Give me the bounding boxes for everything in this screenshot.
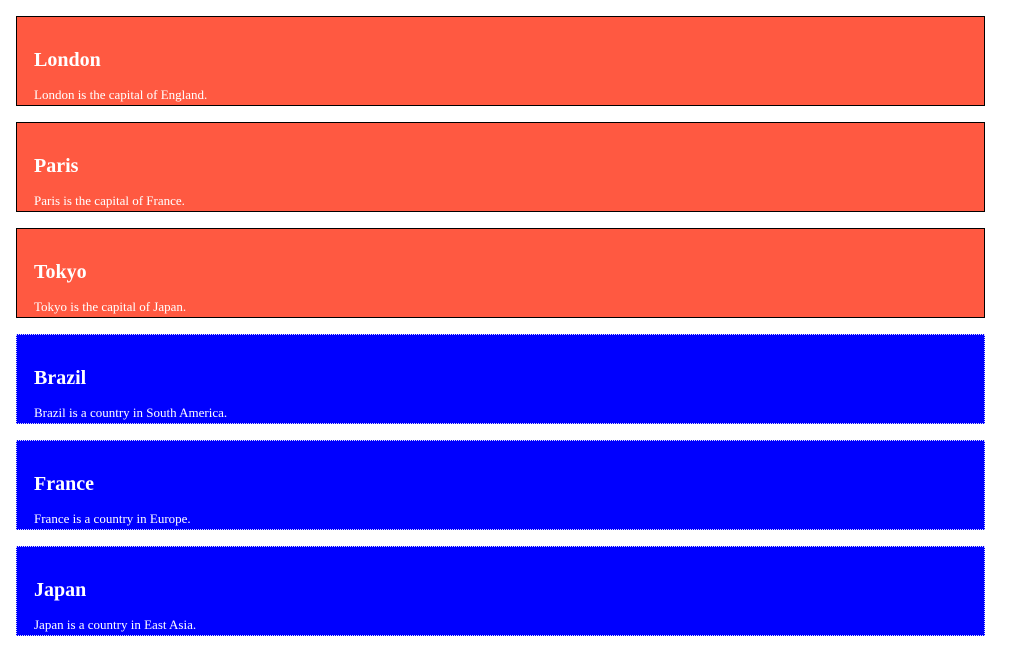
card-description: London is the capital of England. xyxy=(34,87,207,103)
card-title: Paris xyxy=(34,154,78,178)
card-description: Japan is a country in East Asia. xyxy=(34,617,196,633)
card-france: France France is a country in Europe. xyxy=(16,440,985,530)
card-brazil: Brazil Brazil is a country in South Amer… xyxy=(16,334,985,424)
card-japan: Japan Japan is a country in East Asia. xyxy=(16,546,985,636)
card-description: Brazil is a country in South America. xyxy=(34,405,227,421)
card-title: London xyxy=(34,48,101,72)
card-title: France xyxy=(34,472,94,496)
card-paris: Paris Paris is the capital of France. xyxy=(16,122,985,212)
card-title: Tokyo xyxy=(34,260,87,284)
card-title: Japan xyxy=(34,578,86,602)
card-description: Tokyo is the capital of Japan. xyxy=(34,299,186,315)
card-title: Brazil xyxy=(34,366,86,390)
card-description: Paris is the capital of France. xyxy=(34,193,185,209)
card-description: France is a country in Europe. xyxy=(34,511,191,527)
card-tokyo: Tokyo Tokyo is the capital of Japan. xyxy=(16,228,985,318)
card-london: London London is the capital of England. xyxy=(16,16,985,106)
card-list: London London is the capital of England.… xyxy=(16,16,985,652)
